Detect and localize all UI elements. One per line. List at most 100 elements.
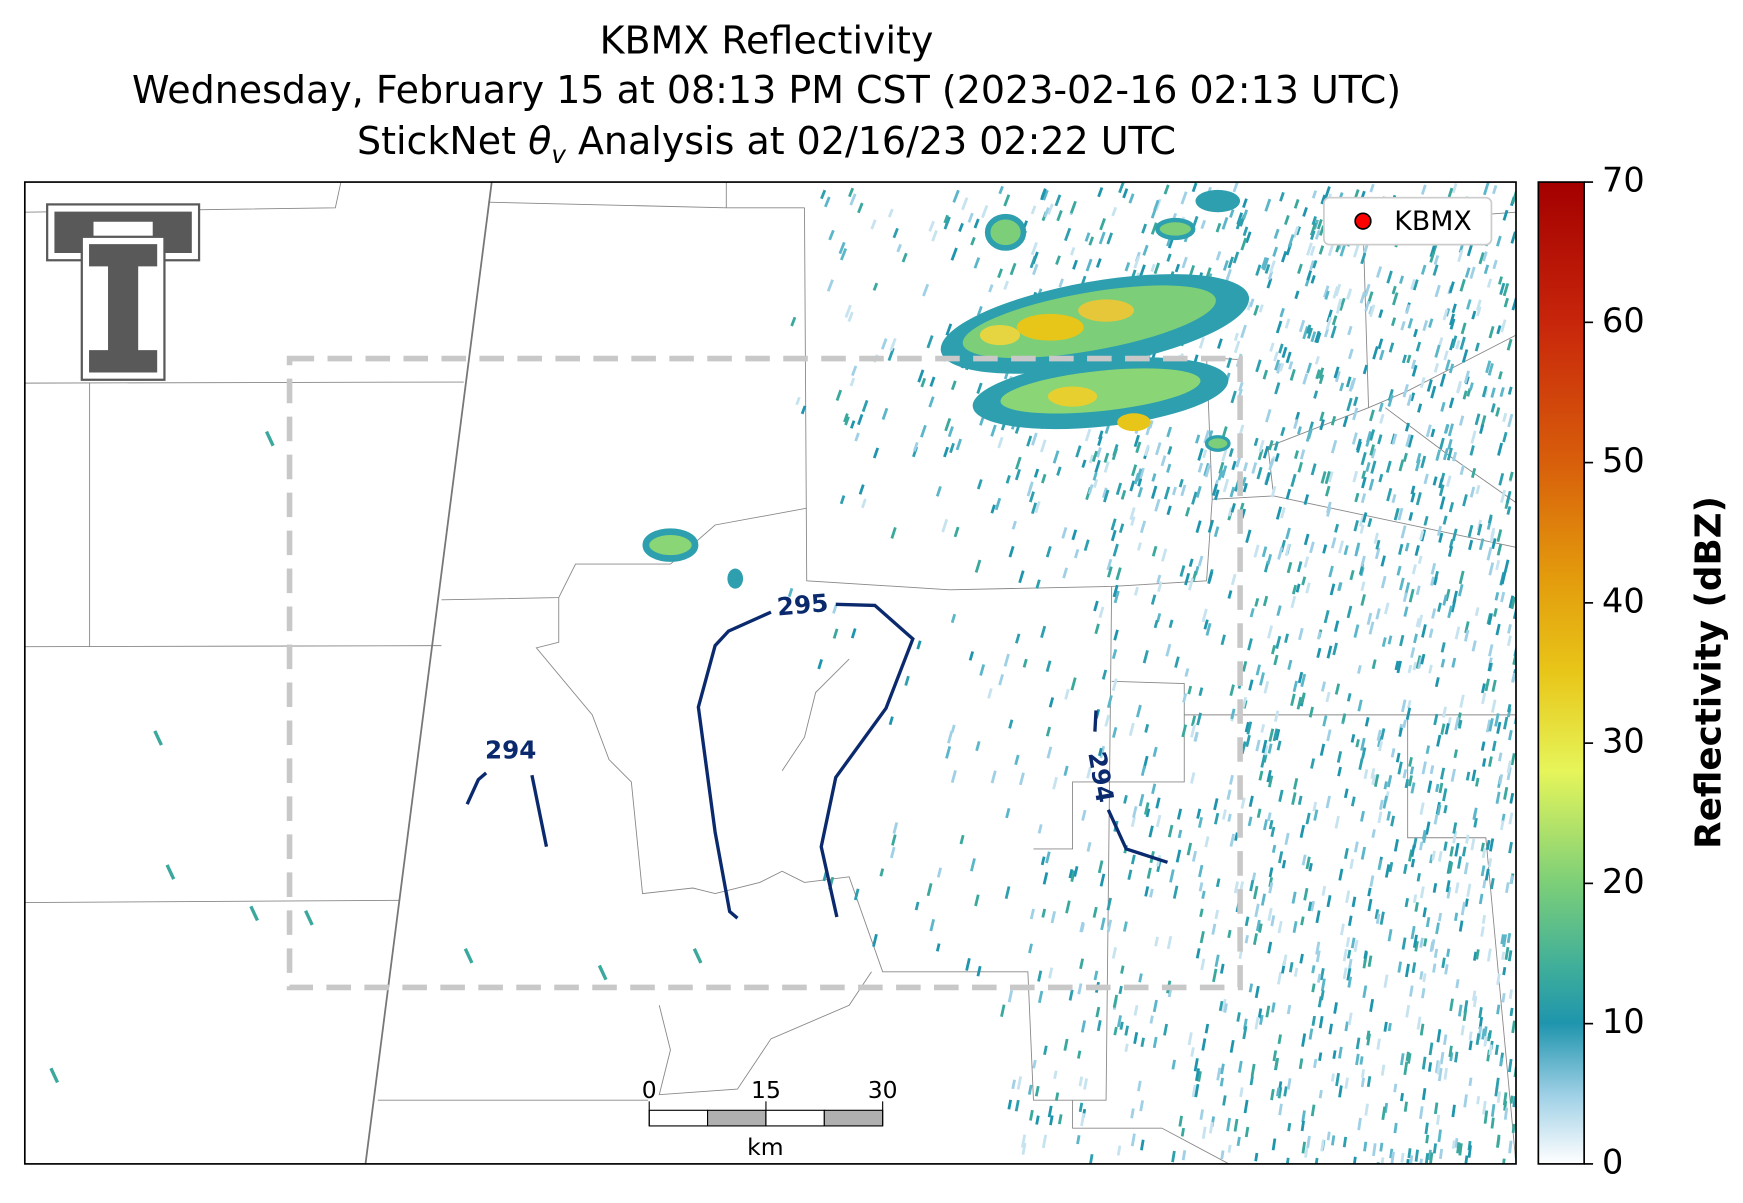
echo xyxy=(1285,351,1292,364)
echo xyxy=(1112,726,1118,738)
echo xyxy=(1104,714,1111,727)
echo xyxy=(1443,1067,1448,1080)
echo xyxy=(1463,370,1470,384)
echo xyxy=(1429,1152,1434,1164)
echo xyxy=(1005,475,1011,484)
echo xyxy=(1095,1006,1101,1018)
echo xyxy=(1409,766,1415,775)
echo xyxy=(1316,647,1322,659)
echo xyxy=(1259,1014,1264,1025)
echo xyxy=(1472,807,1478,820)
echo xyxy=(1359,524,1365,534)
echo xyxy=(1310,331,1317,343)
echo xyxy=(1241,696,1248,709)
echo xyxy=(1339,382,1345,392)
echo xyxy=(1267,812,1272,822)
scale-segment xyxy=(648,1109,709,1127)
echo xyxy=(1429,941,1435,953)
echo xyxy=(1399,275,1405,284)
echo xyxy=(1277,1034,1282,1045)
echo xyxy=(1404,422,1410,432)
echo xyxy=(1400,320,1406,331)
echo xyxy=(1487,613,1493,626)
echo xyxy=(1423,515,1429,526)
echo xyxy=(1250,1063,1256,1077)
echo xyxy=(1446,948,1451,957)
echo xyxy=(1093,600,1099,612)
echo xyxy=(1346,290,1352,299)
echo xyxy=(1244,916,1250,927)
echo xyxy=(1187,685,1193,695)
echo xyxy=(1502,209,1509,221)
echo xyxy=(1371,829,1376,838)
echo xyxy=(1352,244,1360,258)
echo xyxy=(1474,413,1481,426)
echo xyxy=(1410,485,1416,495)
echo xyxy=(1508,729,1513,741)
echo xyxy=(1301,576,1307,586)
echo xyxy=(1381,637,1387,647)
echo xyxy=(1461,349,1469,363)
echo xyxy=(1305,582,1311,594)
echo xyxy=(1142,650,1149,664)
echo xyxy=(1406,354,1412,364)
echo xyxy=(1150,263,1156,273)
echo xyxy=(1346,693,1352,702)
echo xyxy=(1303,494,1310,505)
echo xyxy=(1226,357,1233,369)
echo xyxy=(1300,1120,1306,1132)
echo xyxy=(1382,795,1388,809)
echo xyxy=(1360,810,1365,822)
echo xyxy=(1370,768,1376,780)
echo xyxy=(1229,486,1236,498)
echo xyxy=(1253,304,1260,316)
echo xyxy=(1386,774,1393,788)
echo xyxy=(1517,813,1522,826)
echo xyxy=(1366,1033,1371,1046)
echo xyxy=(1441,706,1447,718)
echo xyxy=(1516,584,1521,595)
echo xyxy=(1276,740,1282,751)
echo xyxy=(1061,527,1068,539)
echo xyxy=(1507,950,1513,962)
map-frame xyxy=(23,181,1517,1165)
echo xyxy=(1369,183,1375,193)
echo xyxy=(1316,218,1323,230)
legend-label: KBMX xyxy=(1394,206,1471,237)
echo xyxy=(1484,678,1490,692)
echo xyxy=(1419,1023,1425,1036)
echo xyxy=(1325,316,1333,331)
echo xyxy=(1254,597,1260,607)
echo xyxy=(1489,530,1496,543)
legend-box xyxy=(1323,196,1493,246)
echo xyxy=(890,846,896,859)
echo xyxy=(1143,802,1150,815)
echo xyxy=(832,628,839,639)
echo xyxy=(817,659,823,670)
echo xyxy=(1298,319,1306,333)
echo xyxy=(1088,236,1095,246)
echo xyxy=(1451,528,1458,541)
echo xyxy=(1350,937,1356,949)
echo xyxy=(1345,376,1352,388)
echo xyxy=(1360,846,1367,860)
echo xyxy=(839,495,846,505)
echo xyxy=(1386,811,1391,821)
echo xyxy=(1401,354,1407,364)
echo xyxy=(1466,299,1472,310)
echo xyxy=(1190,772,1196,784)
echo xyxy=(1414,940,1419,952)
echo xyxy=(1299,953,1304,964)
echo xyxy=(1111,206,1118,217)
echo xyxy=(1319,411,1325,422)
echo xyxy=(1305,324,1312,334)
echo xyxy=(1454,626,1461,640)
echo xyxy=(1292,680,1298,693)
echo xyxy=(1369,875,1375,887)
scale-tick-label: 30 xyxy=(868,1076,898,1104)
echo xyxy=(1464,1162,1469,1164)
echo xyxy=(998,185,1004,195)
echo xyxy=(1393,1122,1398,1134)
echo xyxy=(1330,537,1337,549)
echo xyxy=(1475,299,1482,311)
